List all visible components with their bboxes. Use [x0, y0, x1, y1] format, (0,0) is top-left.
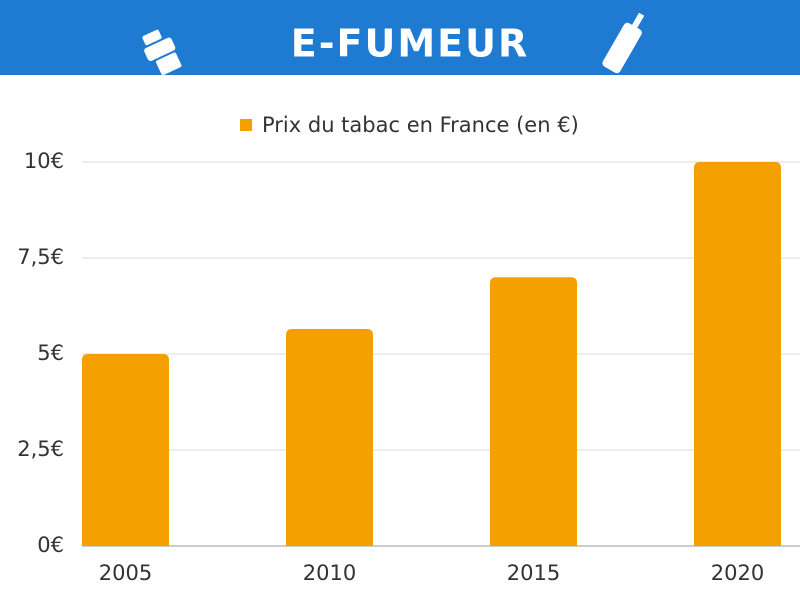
bar [286, 329, 373, 546]
x-tick-label: 2010 [303, 561, 356, 585]
x-tick-label: 2015 [507, 561, 560, 585]
right-icon [602, 12, 645, 74]
header-band [0, 0, 800, 75]
left-icon [142, 29, 182, 76]
y-tick-label: 7,5€ [17, 245, 64, 269]
bar [694, 162, 781, 546]
brand-title: E-FUMEUR [291, 22, 529, 66]
y-tick-label: 10€ [24, 149, 64, 173]
y-tick-label: 0€ [37, 533, 64, 557]
legend-swatch [240, 119, 252, 131]
y-tick-label: 2,5€ [17, 437, 64, 461]
x-tick-label: 2005 [99, 561, 152, 585]
bar [82, 354, 169, 546]
x-tick-label: 2020 [711, 561, 764, 585]
bar [490, 277, 577, 546]
y-tick-label: 5€ [37, 341, 64, 365]
legend-label: Prix du tabac en France (en €) [262, 113, 579, 137]
